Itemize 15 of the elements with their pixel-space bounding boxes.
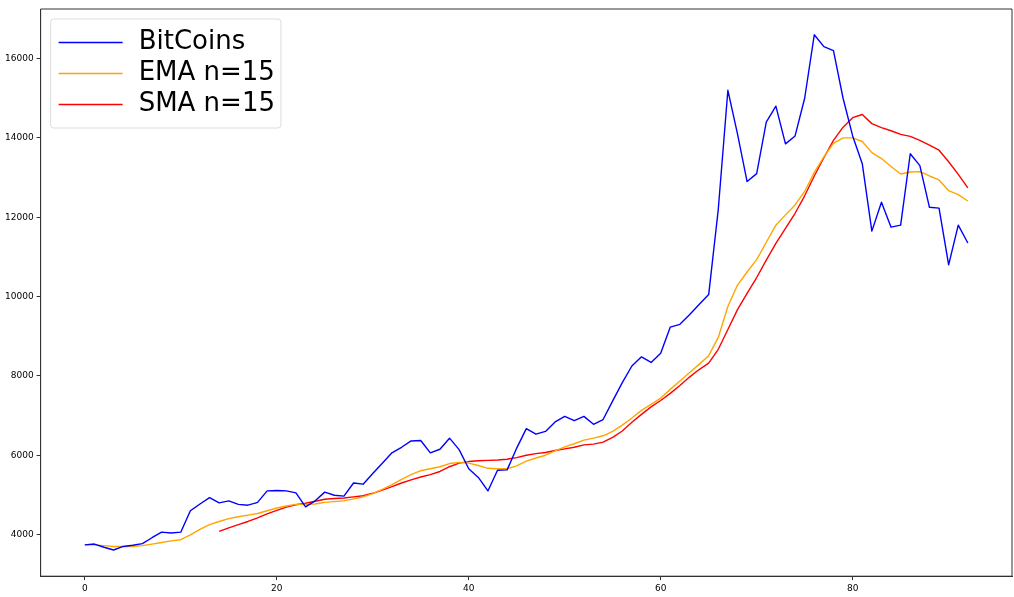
x-tick-label: 40 (463, 582, 475, 593)
y-tick-label: 4000 (10, 528, 34, 539)
x-tick-label: 20 (271, 582, 283, 593)
legend-label: EMA n=15 (138, 56, 275, 87)
y-tick-label: 8000 (10, 370, 34, 381)
x-tick-label: 80 (846, 582, 859, 593)
x-tick-label: 0 (81, 582, 88, 593)
legend-label: BitCoins (138, 25, 246, 56)
x-tick-label: 60 (654, 582, 667, 593)
y-tick-label: 16000 (4, 52, 34, 63)
y-tick-label: 12000 (4, 211, 34, 222)
y-tick-label: 14000 (4, 132, 34, 143)
y-tick-label: 10000 (4, 290, 34, 301)
legend-label: SMA n=15 (138, 87, 275, 118)
y-tick-label: 6000 (10, 449, 34, 460)
